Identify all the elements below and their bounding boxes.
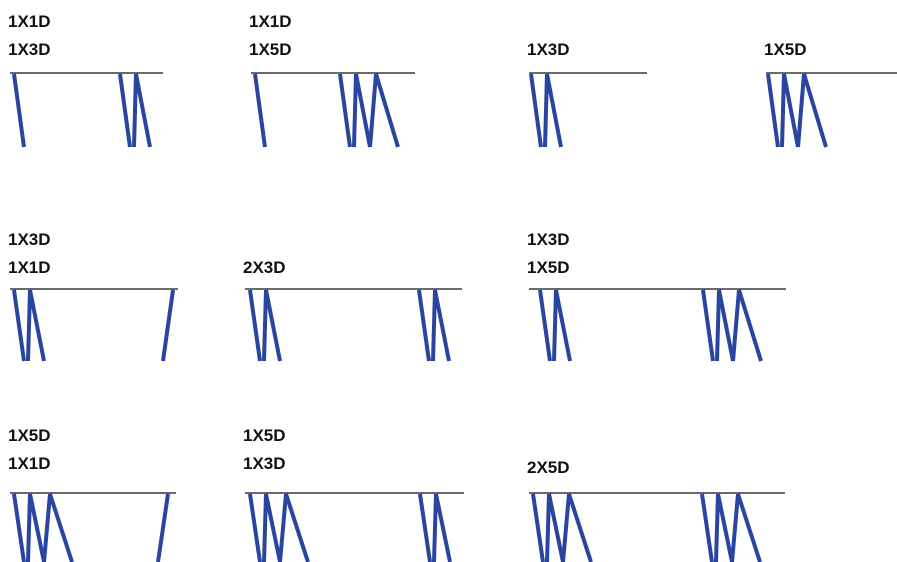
diagram-r1c1-right-unit-stroke-0 [118, 73, 132, 148]
diagram-r1c4-left-unit-stroke-2 [782, 73, 800, 148]
diagram-r3c2-label-0: 1X5D [243, 426, 286, 445]
diagram-r3c2-right-unit-stroke-1 [432, 493, 438, 562]
diagram-r1c4-left-unit-stroke-1 [780, 73, 786, 148]
diagram-r1c2-label-0: 1X1D [249, 12, 292, 31]
diagram-r3c3-left-unit-stroke-1 [545, 493, 551, 562]
diagram-r3c3-left-unit-stroke-2 [547, 493, 565, 562]
diagram-r2c3-label-1: 1X5D [527, 258, 570, 277]
diagram-r1c3-left-unit-stroke-2 [545, 73, 563, 148]
diagram-r1c1-left-unit-stroke-0 [12, 73, 26, 148]
diagram-r3c1-right-unit-stroke-0 [156, 493, 170, 562]
diagram-r2c1-left-unit-stroke-2 [28, 289, 46, 362]
diagram-r3c2-left-unit-stroke-4 [284, 493, 310, 562]
diagram-r3c2-label-1: 1X3D [243, 454, 286, 473]
diagram-r3c1-label-0: 1X5D [8, 426, 51, 445]
diagram-r2c2-label-0: 2X3D [243, 258, 286, 277]
diagram-r2c1-right-unit-stroke-0 [161, 289, 175, 362]
diagram-r2c3-left-unit-stroke-2 [554, 289, 572, 362]
diagram-r3c3-right-unit-stroke-4 [736, 493, 762, 562]
diagram-r1c3-left-unit-stroke-1 [543, 73, 549, 148]
diagram-r3c3-left-unit-stroke-0 [531, 493, 545, 562]
diagram-r2c3-left-unit-stroke-0 [538, 289, 552, 362]
diagram-r2c1-left-unit-stroke-1 [26, 289, 32, 362]
diagram-r2c2-right-unit-stroke-1 [431, 289, 437, 362]
diagram-r1c2-right-unit-stroke-4 [374, 73, 400, 148]
diagram-r2c1-label-0: 1X3D [8, 230, 51, 249]
diagram-r3c3-right-unit-stroke-3 [730, 493, 740, 562]
diagram-r1c2-left-unit-stroke-0 [253, 73, 267, 148]
diagram-r1c2-right-unit-stroke-0 [338, 73, 352, 148]
diagram-r3c3-left-unit-stroke-4 [567, 493, 593, 562]
diagram-r2c1-left-unit-stroke-0 [12, 289, 26, 362]
diagram-r2c2-right-unit-stroke-2 [433, 289, 451, 362]
diagram-r3c3-label-0: 2X5D [527, 458, 570, 477]
diagram-r2c3-right-unit-stroke-1 [715, 289, 721, 362]
diagram-r1c1-label-1: 1X3D [8, 40, 51, 59]
diagram-r2c2-left-unit-stroke-1 [262, 289, 268, 362]
diagram-r2c2-right-unit-stroke-0 [417, 289, 431, 362]
diagram-r1c2-right-unit-stroke-3 [368, 73, 378, 148]
diagram-r1c4-left-unit-stroke-0 [766, 73, 780, 148]
diagram-r3c2-left-unit-stroke-3 [278, 493, 288, 562]
diagram-r3c3-right-unit-stroke-2 [716, 493, 734, 562]
diagram-r3c1-label-1: 1X1D [8, 454, 51, 473]
diagram-r1c4-left-unit-stroke-3 [796, 73, 806, 148]
diagram-r1c4-label-0: 1X5D [764, 40, 807, 59]
diagram-r1c1-right-unit-stroke-1 [132, 73, 138, 148]
diagram-r2c3-right-unit-stroke-0 [701, 289, 715, 362]
diagram-r1c4-left-unit-stroke-4 [802, 73, 828, 148]
diagram-r2c3-right-unit-stroke-3 [731, 289, 741, 362]
diagram-r3c2-right-unit-stroke-2 [434, 493, 452, 562]
diagram-r3c2-right-unit-stroke-0 [418, 493, 432, 562]
diagram-r2c2-left-unit-stroke-0 [248, 289, 262, 362]
diagram-r3c1-left-unit-stroke-3 [42, 493, 52, 562]
diagram-r3c1-left-unit-stroke-2 [28, 493, 46, 562]
diagram-r1c2-right-unit-stroke-1 [352, 73, 358, 148]
diagram-r2c3-label-0: 1X3D [527, 230, 570, 249]
diagram-r2c3-right-unit-stroke-4 [737, 289, 763, 362]
diagram-r3c1-left-unit-stroke-4 [48, 493, 74, 562]
diagram-r2c2-left-unit-stroke-2 [264, 289, 282, 362]
diagram-r2c3-left-unit-stroke-1 [552, 289, 558, 362]
diagram-r1c3-label-0: 1X3D [527, 40, 570, 59]
diagram-r1c3-left-unit-stroke-0 [529, 73, 543, 148]
diagram-r3c3-right-unit-stroke-0 [700, 493, 714, 562]
diagram-r3c1-left-unit-stroke-1 [26, 493, 32, 562]
diagram-r3c3-left-unit-stroke-3 [561, 493, 571, 562]
diagram-r3c1-left-unit-stroke-0 [12, 493, 26, 562]
diagram-r3c2-left-unit-stroke-2 [264, 493, 282, 562]
diagram-r3c3-right-unit-stroke-1 [714, 493, 720, 562]
diagram-r2c1-label-1: 1X1D [8, 258, 51, 277]
diagram-r1c2-right-unit-stroke-2 [354, 73, 372, 148]
diagram-r1c2-label-1: 1X5D [249, 40, 292, 59]
diagram-r3c2-left-unit-stroke-1 [262, 493, 268, 562]
diagram-r3c2-left-unit-stroke-0 [248, 493, 262, 562]
diagram-r1c1-right-unit-stroke-2 [134, 73, 152, 148]
diagram-r2c3-right-unit-stroke-2 [717, 289, 735, 362]
diagram-r1c1-label-0: 1X1D [8, 12, 51, 31]
